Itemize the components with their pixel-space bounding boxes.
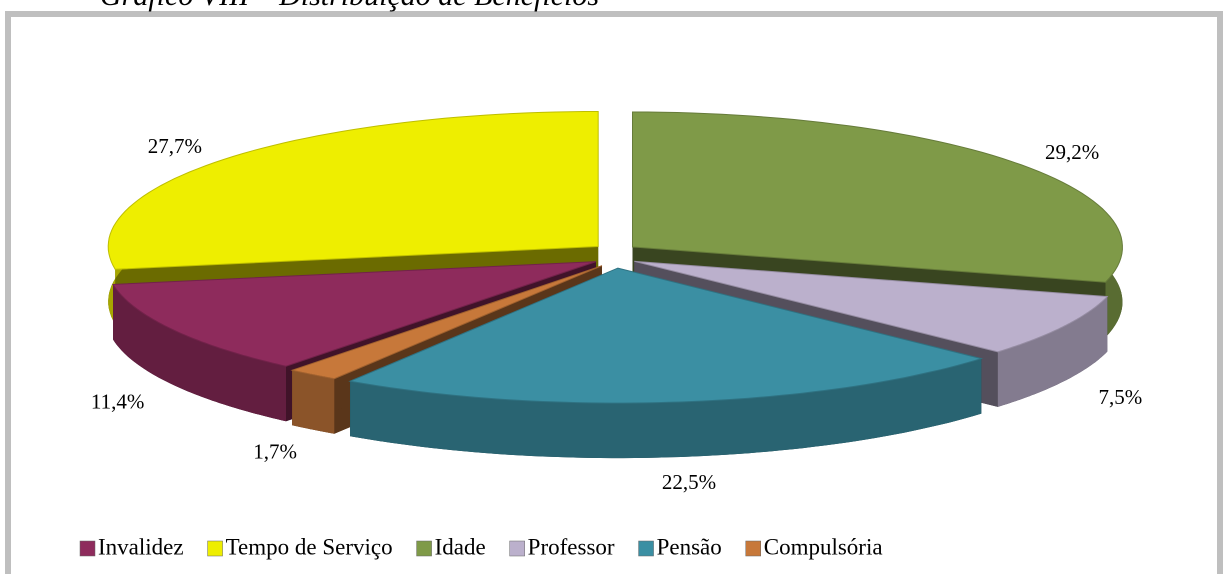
data-label: 29,2% — [1045, 140, 1099, 164]
slice — [290, 265, 603, 380]
data-label: 1,7% — [253, 440, 297, 464]
data-label: 22,5% — [662, 470, 716, 494]
data-label: 27,7% — [148, 134, 202, 158]
slice — [112, 261, 597, 367]
legend-swatch — [745, 540, 761, 557]
legend-label: Tempo de Serviço — [226, 534, 393, 559]
legend-swatch — [416, 540, 432, 557]
slice — [107, 111, 599, 270]
data-label: 11,4% — [91, 389, 144, 413]
slice-side — [350, 358, 982, 459]
slice — [634, 260, 1109, 353]
legend-label: Pensão — [657, 534, 722, 559]
slice-side — [997, 296, 1108, 407]
chart-title: Gráfico VIII – Distribuição de Benefício… — [100, 0, 599, 12]
legend-swatch — [638, 540, 654, 557]
slice — [632, 111, 1123, 283]
legend-label: Professor — [528, 534, 615, 559]
slice — [348, 267, 984, 404]
legend-label: Idade — [435, 534, 486, 559]
legend-swatch — [509, 540, 525, 557]
slice-side — [292, 370, 335, 434]
data-label: 7,5% — [1098, 385, 1142, 409]
legend-swatch — [207, 540, 223, 557]
legend-label: Invalidez — [98, 534, 184, 559]
slice-side — [113, 284, 286, 422]
legend-label: Compulsória — [764, 534, 883, 559]
legend-swatch — [79, 540, 96, 557]
